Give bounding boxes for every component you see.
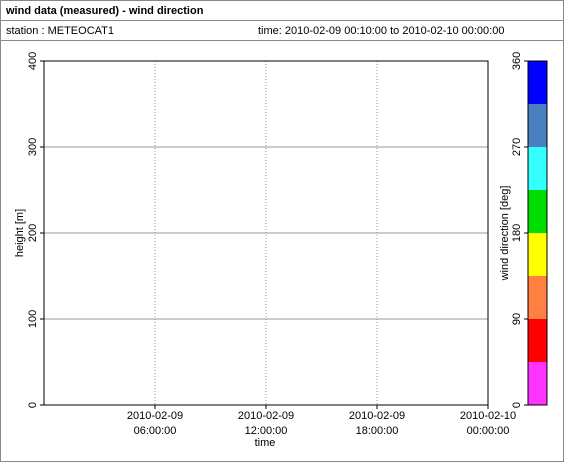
plot-border	[43, 60, 489, 406]
y-tick-label: 300	[27, 138, 39, 156]
x-tick-label: 2010-02-09 06:00:00	[127, 410, 183, 437]
colorbar-segment	[528, 147, 547, 190]
station-label: station : METEOCAT1	[6, 25, 114, 37]
colorbar-segment	[528, 104, 547, 147]
colorbar-title: wind direction [deg]	[499, 186, 511, 282]
colorbar-segment	[528, 233, 547, 276]
y-tick-label: 0	[27, 402, 39, 408]
axes: 0 100 200 300 400 2010-02-09 06:00:00 2010-02-0…	[27, 52, 548, 437]
y-tick-label: 200	[27, 224, 39, 242]
colorbar-tick-label: 0	[511, 402, 523, 408]
colorbar-segment	[528, 276, 547, 319]
y-axis-title: height [m]	[14, 209, 26, 257]
x-axis-title: time	[255, 437, 276, 449]
x-tick-label: 2010-02-09 18:00:00	[349, 410, 405, 437]
colorbar-tick-label: 360	[511, 52, 523, 70]
colorbar-tick-label: 90	[511, 313, 523, 325]
colorbar-segment	[528, 190, 547, 233]
chart-title: wind data (measured) - wind direction	[5, 5, 204, 17]
y-tick-label: 400	[27, 52, 39, 70]
colorbar-segment	[528, 319, 547, 362]
x-tick-label: 2010-02-09 12:00:00	[238, 410, 294, 437]
colorbar-segment	[528, 61, 547, 104]
header	[1, 1, 563, 20]
colorbar-tick-label: 270	[511, 138, 523, 156]
colorbar-segment	[528, 362, 547, 405]
x-tick-label: 2010-02-10 00:00:00	[460, 410, 516, 437]
time-label: time: 2010-02-09 00:10:00 to 2010-02-10 …	[258, 25, 504, 37]
y-tick-label: 100	[27, 310, 39, 328]
colorbar-tick-label: 180	[511, 224, 523, 242]
